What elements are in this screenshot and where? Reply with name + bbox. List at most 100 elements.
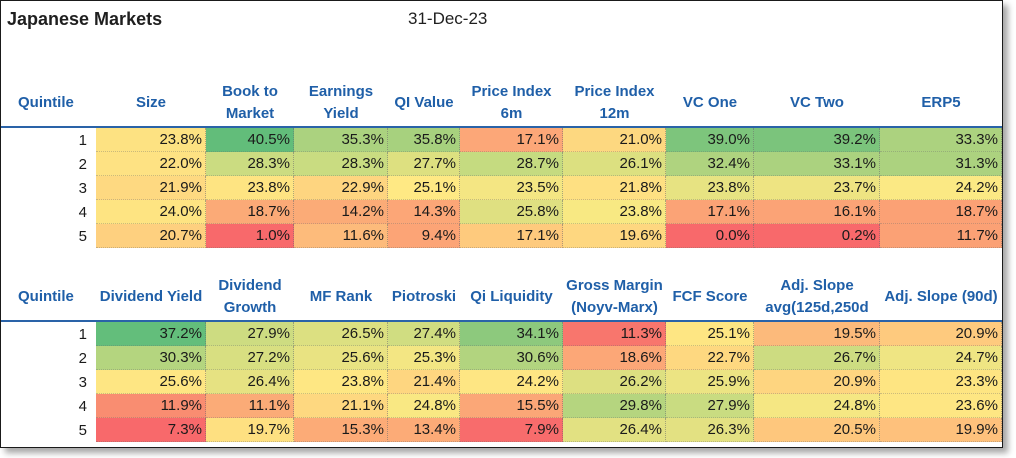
value-cell: 25.6% — [96, 370, 206, 394]
value-cell: 27.2% — [206, 346, 294, 370]
value-cell: 20.9% — [880, 322, 1002, 346]
value-cell: 23.8% — [206, 176, 294, 200]
value-cell: 19.7% — [206, 418, 294, 442]
quintile-cell: 2 — [1, 346, 96, 370]
quintile-cell: 4 — [1, 200, 96, 224]
report-title: Japanese Markets — [7, 9, 163, 29]
value-cell: 20.7% — [96, 224, 206, 248]
value-cell: 17.1% — [460, 128, 563, 152]
table-header-row: Quintile Dividend Yield Dividend Growth MF … — [1, 273, 1002, 320]
value-cell: 21.0% — [563, 128, 666, 152]
value-cell: 26.2% — [563, 370, 666, 394]
value-cell: 24.0% — [96, 200, 206, 224]
table-row: 2 22.0% 28.3% 28.3% 27.7% 28.7% 26.1% 32.4% 33.1… — [1, 152, 1002, 176]
value-cell: 0.2% — [754, 224, 880, 248]
table-row: 1 23.8% 40.5% 35.3% 35.8% 17.1% 21.0% 39.0% 39.2… — [1, 128, 1002, 152]
value-cell: 32.4% — [666, 152, 754, 176]
header-rule — [1, 126, 1002, 128]
value-cell: 26.3% — [666, 418, 754, 442]
value-cell: 23.8% — [96, 128, 206, 152]
quintile-cell: 5 — [1, 418, 96, 442]
value-cell: 33.3% — [880, 128, 1002, 152]
value-cell: 25.9% — [666, 370, 754, 394]
value-cell: 28.3% — [294, 152, 388, 176]
column-header: Adj. Slope avg(125d,250d — [765, 276, 869, 316]
quintile-cell: 2 — [1, 152, 96, 176]
column-header: Gross Margin (Noyv-Marx) — [566, 276, 663, 316]
value-cell: 22.0% — [96, 152, 206, 176]
column-header: FCF Score — [672, 287, 748, 305]
table-row: 4 24.0% 18.7% 14.2% 14.3% 25.8% 23.8% 17.1% 16.1… — [1, 200, 1002, 224]
value-cell: 0.0% — [666, 224, 754, 248]
value-cell: 24.2% — [880, 176, 1002, 200]
report-date: 31-Dec-23 — [408, 9, 488, 28]
table-row: 1 37.2% 27.9% 26.5% 27.4% 34.1% 11.3% 25.1% 19.5… — [1, 322, 1002, 346]
value-cell: 15.3% — [294, 418, 388, 442]
column-header: Size — [135, 93, 166, 111]
value-cell: 25.1% — [666, 322, 754, 346]
value-cell: 24.8% — [754, 394, 880, 418]
quintile-cell: 3 — [1, 176, 96, 200]
value-cell: 27.9% — [666, 394, 754, 418]
value-cell: 20.5% — [754, 418, 880, 442]
value-cell: 26.1% — [563, 152, 666, 176]
value-cell: 27.4% — [388, 322, 460, 346]
quintile-cell: 5 — [1, 224, 96, 248]
table-row: 2 30.3% 27.2% 25.6% 25.3% 30.6% 18.6% 22.7% 26.7… — [1, 346, 1002, 370]
column-header: Book to Market — [222, 82, 278, 122]
value-cell: 26.4% — [563, 418, 666, 442]
value-cell: 23.6% — [880, 394, 1002, 418]
value-cell: 17.1% — [666, 200, 754, 224]
value-cell: 22.7% — [666, 346, 754, 370]
value-cell: 9.4% — [388, 224, 460, 248]
quintile-cell: 4 — [1, 394, 96, 418]
table-row: 3 25.6% 26.4% 23.8% 21.4% 24.2% 26.2% 25.9% 20.9… — [1, 370, 1002, 394]
value-cell: 11.7% — [880, 224, 1002, 248]
value-cell: 19.9% — [880, 418, 1002, 442]
value-cell: 26.7% — [754, 346, 880, 370]
value-cell: 11.9% — [96, 394, 206, 418]
value-cell: 40.5% — [206, 128, 294, 152]
column-header: MF Rank — [309, 287, 373, 305]
value-cell: 34.1% — [460, 322, 563, 346]
value-cell: 28.3% — [206, 152, 294, 176]
factor-table-2: Quintile Dividend Yield Dividend Growth MF … — [1, 273, 1002, 442]
table-row: 5 20.7% 1.0% 11.6% 9.4% 17.1% 19.6% 0.0% 0.2% 11.… — [1, 224, 1002, 248]
value-cell: 14.2% — [294, 200, 388, 224]
value-cell: 1.0% — [206, 224, 294, 248]
column-header: ERP5 — [921, 93, 961, 111]
column-header: Dividend Yield — [99, 287, 203, 305]
value-cell: 23.8% — [563, 200, 666, 224]
value-cell: 26.4% — [206, 370, 294, 394]
value-cell: 23.7% — [754, 176, 880, 200]
value-cell: 24.7% — [880, 346, 1002, 370]
column-header: Price Index 12m — [574, 82, 655, 122]
value-cell: 24.2% — [460, 370, 563, 394]
column-header: Piotroski — [391, 287, 457, 305]
value-cell: 25.8% — [460, 200, 563, 224]
column-header: Earnings Yield — [308, 82, 374, 122]
value-cell: 23.5% — [460, 176, 563, 200]
value-cell: 13.4% — [388, 418, 460, 442]
value-cell: 22.9% — [294, 176, 388, 200]
value-cell: 14.3% — [388, 200, 460, 224]
value-cell: 25.1% — [388, 176, 460, 200]
value-cell: 31.3% — [880, 152, 1002, 176]
table-row: 4 11.9% 11.1% 21.1% 24.8% 15.5% 29.8% 27.9% 24.8… — [1, 394, 1002, 418]
factor-table-1: Quintile Size Book to Market Earnings Yield… — [1, 79, 1002, 248]
value-cell: 16.1% — [754, 200, 880, 224]
table-row: 5 7.3% 19.7% 15.3% 13.4% 7.9% 26.4% 26.3% 20.5% 1… — [1, 418, 1002, 442]
value-cell: 23.8% — [666, 176, 754, 200]
value-cell: 21.1% — [294, 394, 388, 418]
value-cell: 26.5% — [294, 322, 388, 346]
column-header: Adj. Slope (90d) — [884, 287, 998, 305]
column-header: VC Two — [790, 93, 844, 111]
value-cell: 27.9% — [206, 322, 294, 346]
market-report-frame: Japanese Markets 31-Dec-23 Quintile Size B… — [0, 0, 1003, 448]
value-cell: 21.8% — [563, 176, 666, 200]
table-row: 3 21.9% 23.8% 22.9% 25.1% 23.5% 21.8% 23.8% 23.7… — [1, 176, 1002, 200]
value-cell: 17.1% — [460, 224, 563, 248]
value-cell: 18.7% — [206, 200, 294, 224]
value-cell: 37.2% — [96, 322, 206, 346]
value-cell: 28.7% — [460, 152, 563, 176]
